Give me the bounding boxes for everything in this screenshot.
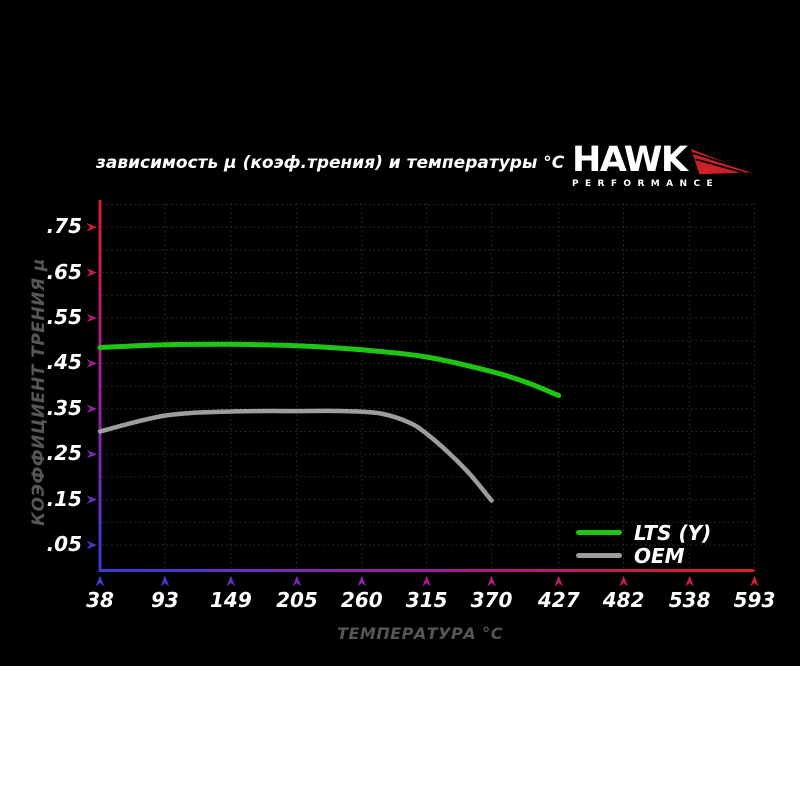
x-tick-label: 149 [210, 588, 252, 612]
y-tick-arrow [86, 404, 97, 414]
hawk-wing-icon [690, 148, 751, 175]
x-tick-arrow [160, 575, 170, 587]
plot-area [86, 200, 759, 587]
y-tick-arrow [86, 495, 97, 504]
x-tick-label: 38 [86, 588, 114, 612]
hawk-logo: HAWK PERFORMANCE [572, 140, 762, 189]
x-tick-label: 538 [668, 588, 711, 612]
x-tick-label: 315 [405, 588, 448, 612]
x-tick-arrow [292, 575, 302, 587]
lts-line-swatch [576, 530, 622, 535]
y-tick-label: .45 [46, 350, 82, 375]
x-tick-arrow [357, 575, 367, 587]
hawk-logo-row: HAWK [572, 140, 762, 180]
oem-curve [97, 408, 494, 503]
x-tick-arrow [685, 575, 694, 587]
legend-label-lts: LTS (Y) [634, 520, 712, 545]
x-tick-label: 593 [733, 588, 776, 612]
x-tick-label: 427 [537, 588, 580, 612]
legend-item-oem: OEM [576, 544, 711, 567]
y-tick-label: .25 [46, 441, 82, 466]
legend-item-lts: LTS (Y) [576, 521, 711, 544]
x-tick-arrow [554, 575, 564, 587]
y-tick-label: .55 [46, 305, 82, 329]
y-tick-label: .05 [46, 532, 82, 556]
y-tick-label: .35 [46, 395, 82, 420]
x-axis-label: ТЕМПЕРАТУРА °C [337, 624, 503, 643]
y-tick-arrow [86, 540, 97, 550]
y-tick-label: .65 [46, 259, 82, 284]
chart-title: зависимость μ (коэф.трения) и температур… [96, 153, 565, 173]
x-tick-label: 370 [470, 588, 513, 612]
lts-curve [97, 341, 562, 399]
legend: LTS (Y) OEM [576, 521, 711, 567]
x-tick-arrow [487, 575, 496, 587]
x-tick-label: 482 [602, 588, 645, 612]
y-tick-arrow [86, 268, 97, 277]
x-tick-arrow [750, 575, 759, 587]
legend-label-oem: OEM [634, 543, 685, 568]
y-tick-label: .75 [46, 214, 82, 239]
chart-panel: зависимость μ (коэф.трения) и температур… [0, 0, 800, 666]
x-tick-arrow [95, 575, 105, 587]
x-tick-label: 205 [276, 588, 318, 612]
y-tick-arrow [86, 449, 97, 459]
x-tick-label: 260 [340, 588, 383, 612]
y-tick-arrow [86, 222, 97, 232]
x-tick-arrow [422, 575, 431, 587]
y-tick-arrow [86, 359, 97, 368]
oem-line-swatch [576, 553, 622, 558]
y-tick-label: .15 [46, 486, 82, 511]
x-tick-label: 93 [150, 588, 179, 612]
hawk-logo-text: HAWK [572, 140, 688, 180]
hawk-logo-subtitle: PERFORMANCE [572, 179, 720, 189]
x-tick-arrow [619, 575, 628, 587]
y-axis-label: КОЭФФИЦИЕНТ ТРЕНИЯ μ [29, 258, 49, 526]
x-tick-arrow [226, 575, 236, 587]
y-tick-arrow [86, 313, 97, 323]
